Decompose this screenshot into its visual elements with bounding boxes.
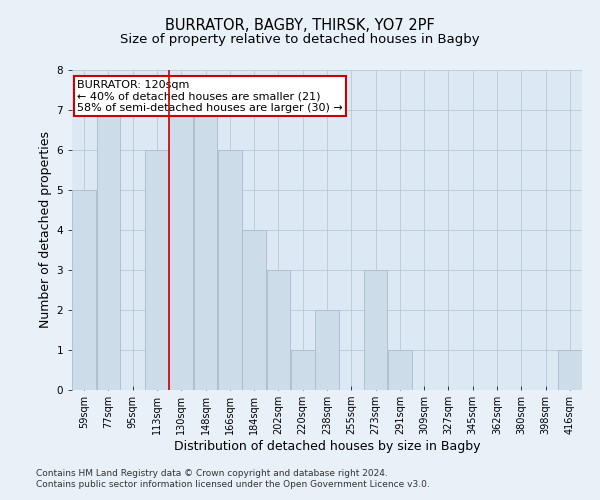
Y-axis label: Number of detached properties: Number of detached properties: [39, 132, 52, 328]
Bar: [169, 110, 193, 390]
Bar: [364, 270, 388, 390]
Bar: [97, 110, 121, 390]
Text: BURRATOR, BAGBY, THIRSK, YO7 2PF: BURRATOR, BAGBY, THIRSK, YO7 2PF: [165, 18, 435, 32]
Text: Size of property relative to detached houses in Bagby: Size of property relative to detached ho…: [120, 32, 480, 46]
X-axis label: Distribution of detached houses by size in Bagby: Distribution of detached houses by size …: [174, 440, 480, 453]
Bar: [218, 150, 242, 390]
Text: BURRATOR: 120sqm
← 40% of detached houses are smaller (21)
58% of semi-detached : BURRATOR: 120sqm ← 40% of detached house…: [77, 80, 343, 113]
Bar: [145, 150, 169, 390]
Bar: [242, 230, 266, 390]
Bar: [291, 350, 314, 390]
Bar: [194, 110, 217, 390]
Bar: [72, 190, 96, 390]
Bar: [315, 310, 339, 390]
Bar: [388, 350, 412, 390]
Text: Contains HM Land Registry data © Crown copyright and database right 2024.: Contains HM Land Registry data © Crown c…: [36, 468, 388, 477]
Bar: [266, 270, 290, 390]
Bar: [558, 350, 582, 390]
Text: Contains public sector information licensed under the Open Government Licence v3: Contains public sector information licen…: [36, 480, 430, 489]
